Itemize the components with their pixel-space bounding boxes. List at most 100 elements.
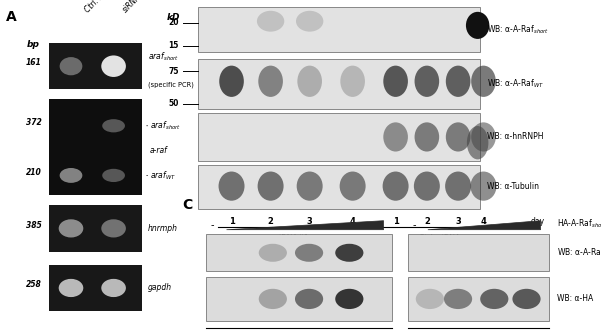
Text: kD: kD: [167, 13, 180, 22]
Text: 1: 1: [228, 217, 234, 226]
Text: gapdh: gapdh: [148, 283, 172, 293]
Text: day: day: [530, 217, 545, 226]
Bar: [206, 277, 392, 321]
Bar: [49, 43, 142, 89]
Text: 3: 3: [455, 217, 461, 226]
Text: WB: α-Tubulin: WB: α-Tubulin: [487, 182, 540, 192]
Text: 15: 15: [168, 41, 179, 50]
Text: 210: 210: [26, 167, 41, 177]
Ellipse shape: [102, 219, 126, 238]
Ellipse shape: [415, 66, 439, 97]
Ellipse shape: [258, 171, 284, 201]
Ellipse shape: [102, 55, 126, 77]
Text: Ctrl. siRNA: Ctrl. siRNA: [419, 234, 460, 243]
Ellipse shape: [513, 289, 540, 309]
Text: 258: 258: [26, 280, 41, 289]
Ellipse shape: [444, 289, 472, 309]
Text: 372: 372: [26, 118, 41, 127]
Ellipse shape: [59, 279, 84, 297]
Ellipse shape: [446, 122, 471, 152]
Text: 75: 75: [168, 67, 179, 76]
Text: 161: 161: [26, 58, 41, 68]
Bar: [407, 277, 549, 321]
Ellipse shape: [296, 11, 323, 32]
Bar: [49, 205, 142, 252]
Text: araf$_{short}$: araf$_{short}$: [150, 119, 181, 132]
Text: bp: bp: [26, 40, 40, 49]
Text: 1: 1: [392, 217, 398, 226]
Ellipse shape: [258, 66, 283, 97]
Ellipse shape: [258, 244, 287, 262]
Bar: [198, 113, 480, 161]
Text: 4: 4: [481, 217, 486, 226]
Text: WB: α-A-Raf$_{WT}$: WB: α-A-Raf$_{WT}$: [487, 77, 545, 90]
Ellipse shape: [102, 119, 125, 132]
Ellipse shape: [102, 169, 125, 182]
Bar: [49, 99, 142, 195]
Bar: [198, 7, 480, 53]
Text: araf$_{WT}$: araf$_{WT}$: [150, 169, 175, 182]
Ellipse shape: [59, 219, 84, 238]
Text: -: -: [211, 220, 215, 230]
Polygon shape: [428, 221, 540, 230]
Ellipse shape: [471, 171, 496, 201]
Bar: [198, 165, 480, 209]
Text: 2: 2: [424, 217, 430, 226]
Ellipse shape: [295, 289, 323, 309]
Text: C: C: [182, 198, 192, 212]
Text: +: +: [507, 234, 514, 243]
Text: 20: 20: [168, 18, 179, 27]
Ellipse shape: [340, 66, 365, 97]
Ellipse shape: [445, 171, 471, 201]
Ellipse shape: [446, 66, 471, 97]
Text: siRNA#1: siRNA#1: [121, 0, 151, 15]
Text: A: A: [5, 10, 16, 24]
Ellipse shape: [383, 66, 408, 97]
Ellipse shape: [383, 122, 408, 152]
Ellipse shape: [335, 244, 364, 262]
Ellipse shape: [466, 12, 489, 39]
Ellipse shape: [471, 122, 496, 152]
Bar: [49, 265, 142, 311]
Text: hnrmph: hnrmph: [148, 224, 178, 233]
Text: 385: 385: [26, 220, 41, 230]
Text: 4: 4: [350, 217, 356, 226]
Ellipse shape: [471, 66, 496, 97]
Ellipse shape: [295, 244, 323, 262]
Ellipse shape: [297, 171, 323, 201]
Ellipse shape: [480, 289, 508, 309]
Text: araf$_{short}$: araf$_{short}$: [148, 50, 179, 63]
Ellipse shape: [414, 171, 440, 201]
Polygon shape: [227, 221, 383, 230]
Text: -: -: [412, 220, 416, 230]
Ellipse shape: [416, 289, 444, 309]
Ellipse shape: [219, 66, 244, 97]
Text: WB: α-A-Raf$_{short}$: WB: α-A-Raf$_{short}$: [557, 247, 601, 259]
Ellipse shape: [59, 168, 82, 183]
Ellipse shape: [258, 289, 287, 309]
Text: WB: α-A-Raf$_{short}$: WB: α-A-Raf$_{short}$: [487, 23, 549, 36]
Text: WB: α-hnRNPH: WB: α-hnRNPH: [487, 132, 544, 141]
Ellipse shape: [415, 122, 439, 152]
Ellipse shape: [335, 289, 364, 309]
Ellipse shape: [467, 126, 489, 160]
Bar: [206, 234, 392, 271]
Text: 2: 2: [267, 217, 273, 226]
Text: siRNA#1: siRNA#1: [275, 234, 309, 243]
Bar: [198, 59, 480, 109]
Text: (specific PCR): (specific PCR): [148, 81, 194, 88]
Text: a-raf: a-raf: [150, 146, 167, 155]
Text: 3: 3: [307, 217, 313, 226]
Ellipse shape: [102, 279, 126, 297]
Ellipse shape: [219, 171, 245, 201]
Ellipse shape: [257, 11, 284, 32]
Ellipse shape: [383, 171, 409, 201]
Ellipse shape: [59, 57, 82, 75]
Text: HA-A-Raf$_{short}$: HA-A-Raf$_{short}$: [557, 218, 601, 230]
Ellipse shape: [297, 66, 322, 97]
Text: Ctrl. siRNA: Ctrl. siRNA: [84, 0, 118, 15]
Text: WB: α-HA: WB: α-HA: [557, 295, 593, 304]
Bar: [407, 234, 549, 271]
Text: 50: 50: [168, 99, 179, 108]
Ellipse shape: [340, 171, 365, 201]
